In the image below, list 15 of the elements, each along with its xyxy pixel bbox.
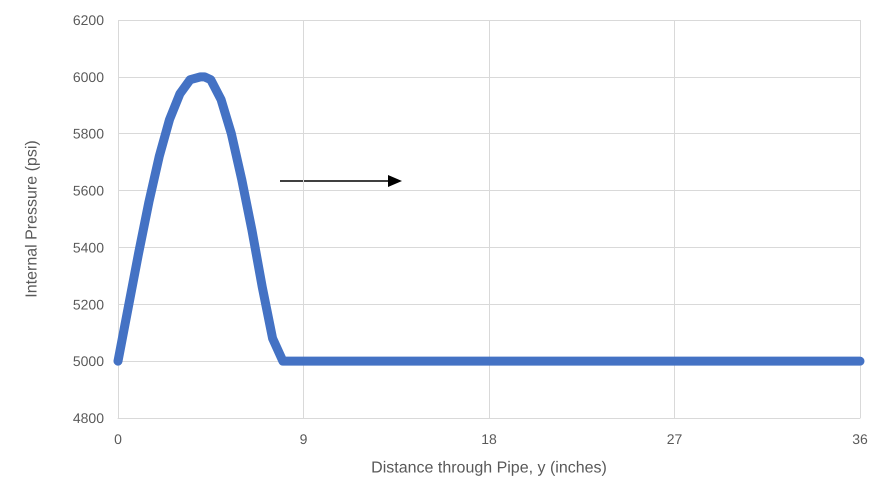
y-tick-label: 6000 [72, 68, 104, 85]
x-tick-label: 0 [114, 431, 122, 447]
y-tick-label: 5800 [72, 126, 104, 142]
x-tick-label: 36 [852, 431, 868, 447]
y-tick-label: 5400 [72, 239, 104, 256]
y-tick-label: 6200 [72, 12, 104, 28]
x-tick-label: 27 [666, 431, 682, 447]
y-axis-title: Internal Pressure (psi) [24, 140, 40, 298]
y-tick-label: 4800 [72, 410, 104, 426]
x-tick-label: 18 [481, 431, 497, 447]
x-axis-title: Distance through Pipe, y (inches) [371, 460, 607, 476]
y-tick-label: 5600 [72, 182, 104, 199]
x-tick-label: 9 [300, 431, 308, 447]
y-tick-label: 5000 [72, 353, 104, 370]
y-tick-label: 5200 [72, 296, 104, 312]
